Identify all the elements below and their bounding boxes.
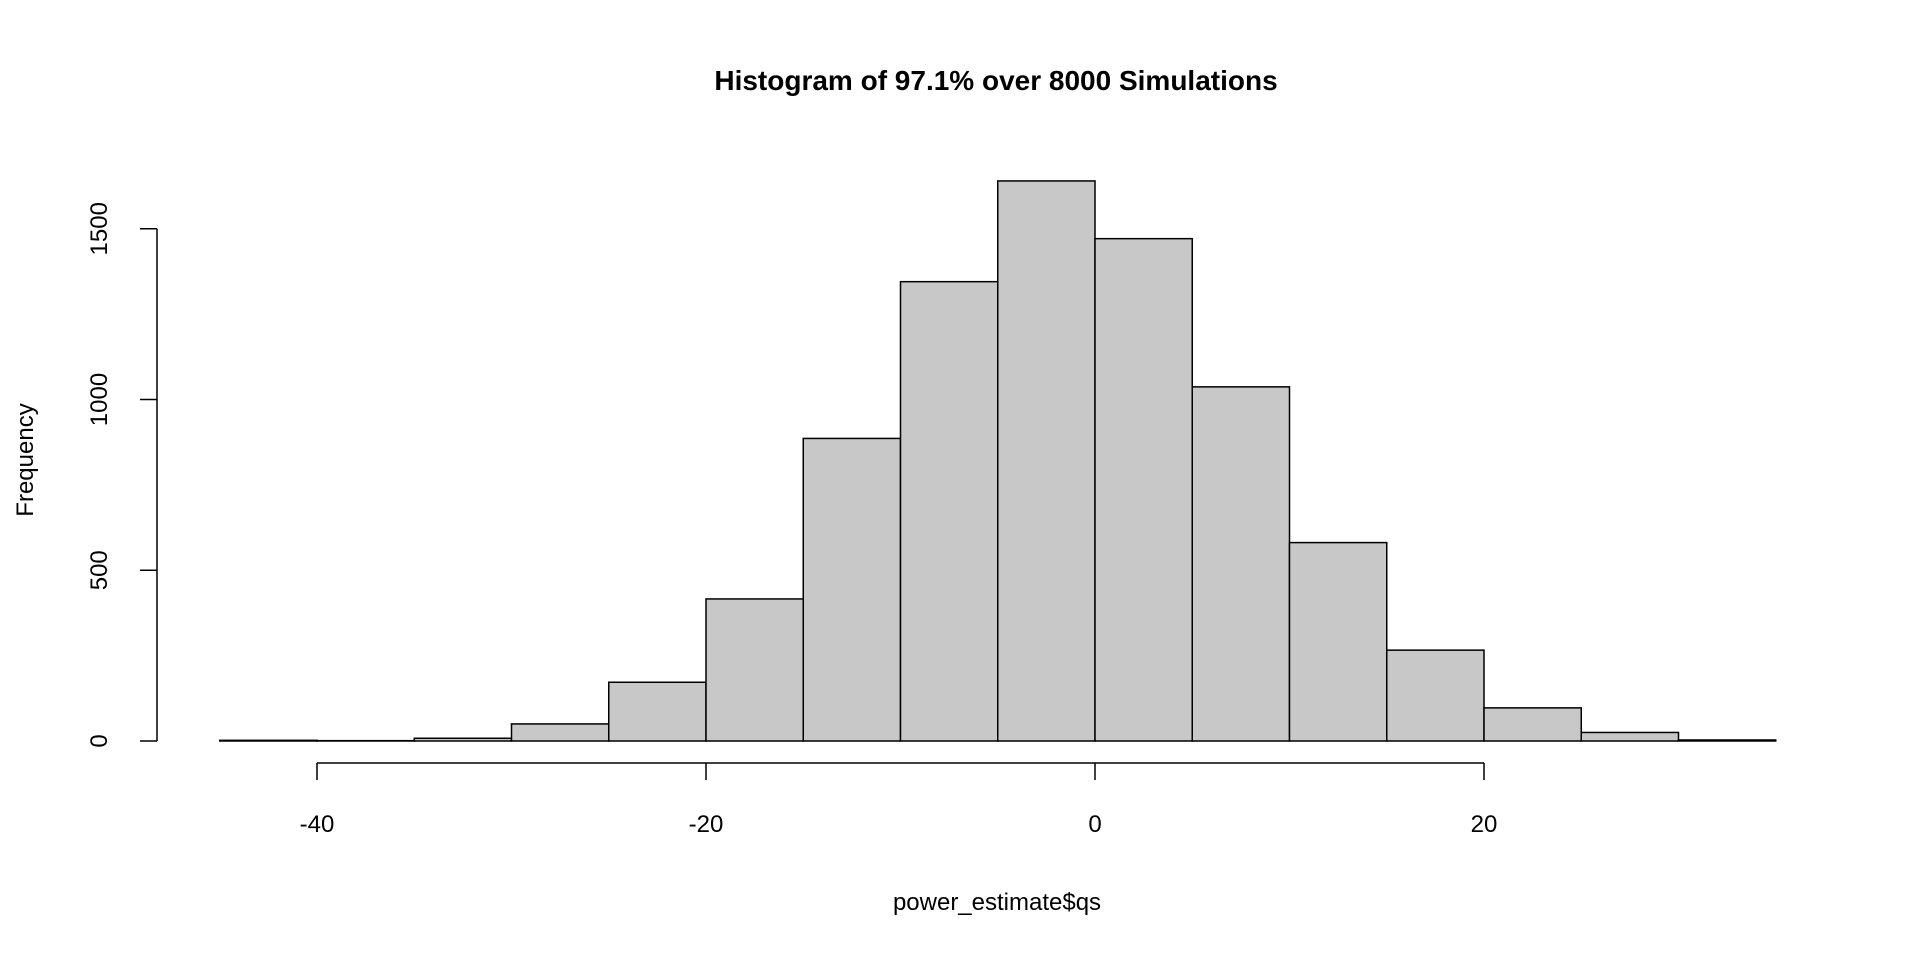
y-tick-label: 0 [86,734,113,747]
histogram-bar [705,598,804,742]
histogram-bar [802,437,902,742]
histogram-bar [1191,386,1291,742]
x-axis-label: power_estimate$qs [893,889,1101,916]
histogram-bar [219,739,318,742]
x-tick-label: 20 [1471,811,1498,838]
histogram-bar [608,681,707,742]
x-tick-label: 0 [1088,811,1101,838]
histogram-bar [1288,541,1388,742]
y-tick-label: 1000 [86,373,113,426]
histogram-bar [413,737,513,742]
histogram-bar [899,280,999,742]
x-tick-label: -40 [300,811,335,838]
y-tick-label: 1500 [86,202,113,255]
y-tick-label: 500 [86,550,113,590]
bars [219,180,1777,742]
histogram-bar [1580,731,1680,742]
x-axis: -40 -20 0 20 [300,762,1498,838]
histogram-bar [1483,707,1582,742]
histogram-bar [997,180,1096,742]
histogram-bar [1094,237,1193,742]
histogram-bar [510,723,610,742]
histogram-bar [1386,649,1485,742]
y-axis-label: Frequency [12,403,39,516]
x-tick-label: -20 [689,811,724,838]
chart-title: Histogram of 97.1% over 8000 Simulations [714,65,1277,96]
histogram-bar [1677,739,1777,742]
y-axis: 0 500 1000 1500 [86,202,158,748]
